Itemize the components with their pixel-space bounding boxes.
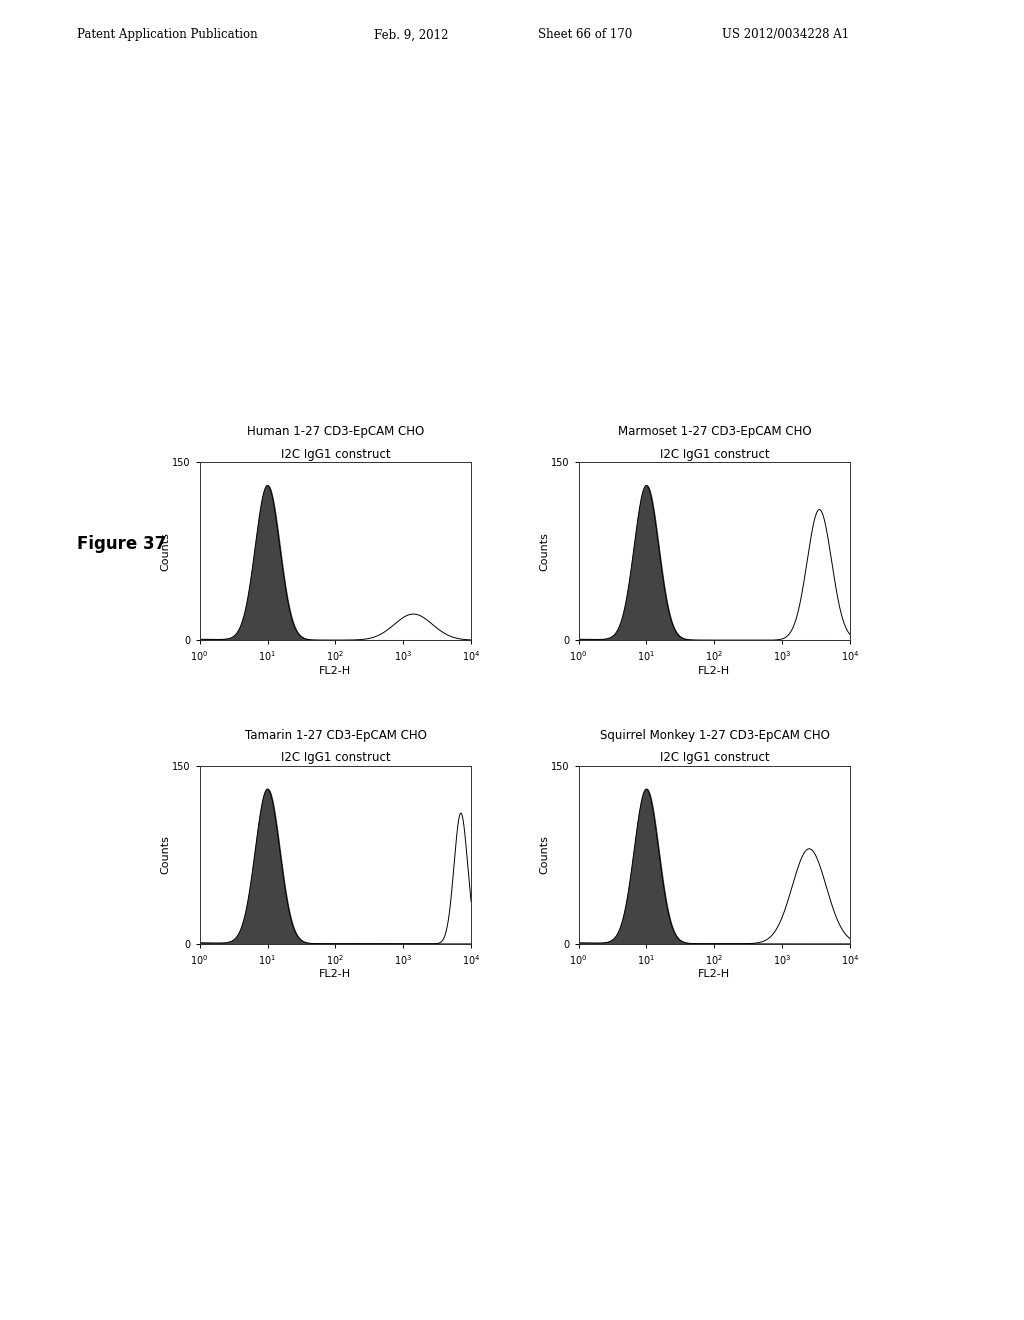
Text: I2C IgG1 construct: I2C IgG1 construct bbox=[281, 751, 391, 764]
Text: I2C IgG1 construct: I2C IgG1 construct bbox=[659, 447, 770, 461]
X-axis label: FL2-H: FL2-H bbox=[698, 665, 730, 676]
Text: I2C IgG1 construct: I2C IgG1 construct bbox=[281, 447, 391, 461]
X-axis label: FL2-H: FL2-H bbox=[698, 969, 730, 979]
Text: I2C IgG1 construct: I2C IgG1 construct bbox=[659, 751, 770, 764]
Y-axis label: Counts: Counts bbox=[161, 836, 171, 874]
Y-axis label: Counts: Counts bbox=[540, 532, 550, 570]
Y-axis label: Counts: Counts bbox=[540, 836, 550, 874]
Text: US 2012/0034228 A1: US 2012/0034228 A1 bbox=[722, 28, 849, 41]
X-axis label: FL2-H: FL2-H bbox=[319, 969, 351, 979]
Text: Tamarin 1-27 CD3-EpCAM CHO: Tamarin 1-27 CD3-EpCAM CHO bbox=[245, 729, 427, 742]
X-axis label: FL2-H: FL2-H bbox=[319, 665, 351, 676]
Y-axis label: Counts: Counts bbox=[161, 532, 171, 570]
Text: Sheet 66 of 170: Sheet 66 of 170 bbox=[538, 28, 632, 41]
Text: Squirrel Monkey 1-27 CD3-EpCAM CHO: Squirrel Monkey 1-27 CD3-EpCAM CHO bbox=[600, 729, 829, 742]
Text: Marmoset 1-27 CD3-EpCAM CHO: Marmoset 1-27 CD3-EpCAM CHO bbox=[617, 425, 812, 438]
Text: Feb. 9, 2012: Feb. 9, 2012 bbox=[374, 28, 449, 41]
Text: Figure 37: Figure 37 bbox=[77, 535, 166, 553]
Text: Patent Application Publication: Patent Application Publication bbox=[77, 28, 257, 41]
Text: Human 1-27 CD3-EpCAM CHO: Human 1-27 CD3-EpCAM CHO bbox=[247, 425, 425, 438]
